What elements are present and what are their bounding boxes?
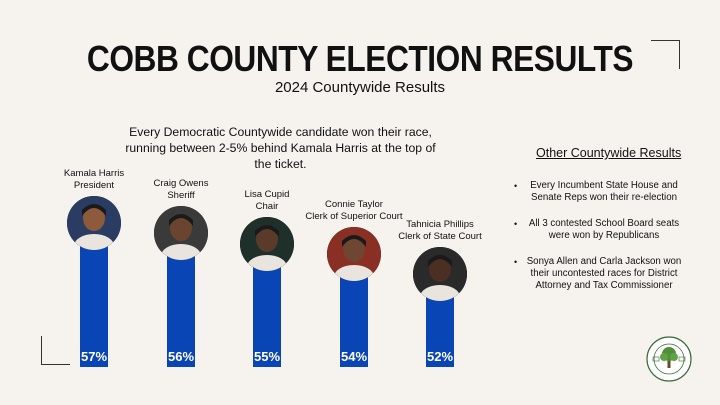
list-item-text: Every Incumbent State House and Senate R…: [530, 180, 678, 203]
candidate-role: Clerk of State Court: [398, 231, 482, 243]
bar-craig-owens: [167, 248, 195, 367]
candidate-name: Lisa Cupid: [244, 188, 290, 200]
data-label: 55%: [253, 349, 281, 364]
candidate-label: Lisa Cupid Chair: [207, 189, 327, 213]
candidate-label: Kamala Harris President: [34, 168, 154, 192]
data-label: 57%: [80, 349, 108, 364]
bullet-icon: •: [514, 219, 518, 229]
page-subtitle: 2024 Countywide Results: [274, 79, 446, 96]
candidate-label: Craig Owens Sheriff: [121, 178, 241, 202]
candidate-name: Kamala Harris: [63, 168, 125, 180]
candidate-photo: [154, 206, 208, 261]
corner-decoration-top-right: [651, 40, 680, 69]
bullet-icon: •: [514, 181, 518, 191]
candidate-label: Connie Taylor Clerk of Superior Court: [294, 199, 414, 223]
candidate-name: Connie Taylor: [325, 198, 383, 210]
list-item: • Every Incumbent State House and Senate…: [514, 180, 684, 204]
candidate-role: Clerk of Superior Court: [305, 210, 403, 222]
page-title: COBB COUNTY ELECTION RESULTS: [86, 38, 634, 79]
candidate-photo: [240, 216, 294, 271]
bar-connie-taylor: [340, 268, 368, 367]
candidate-label: Tahnicia Phillips Clerk of State Court: [380, 219, 500, 243]
candidate-photo: [413, 247, 467, 302]
candidate-photo: [327, 226, 381, 281]
candidate-photo: [67, 196, 121, 251]
candidate-role: Sheriff: [167, 190, 195, 202]
candidate-name: Craig Owens: [153, 178, 209, 190]
data-label: 56%: [167, 349, 195, 364]
data-label: 52%: [426, 349, 454, 364]
bullet-icon: •: [514, 257, 518, 267]
candidate-name: Tahnicia Phillips: [406, 219, 474, 231]
bar-kamala-harris: [80, 238, 108, 367]
list-item-text: Sonya Allen and Carla Jackson won their …: [526, 256, 682, 291]
side-panel-list: • Every Incumbent State House and Senate…: [514, 180, 684, 306]
side-panel-title: Other Countywide Results: [536, 146, 682, 160]
intro-text: Every Democratic Countywide candidate wo…: [125, 125, 436, 171]
bar-lisa-cupid: [253, 258, 281, 367]
list-item: • All 3 contested School Board seats wer…: [514, 218, 684, 242]
data-label: 54%: [340, 349, 368, 364]
corner-decoration-bottom-left: [41, 336, 70, 365]
list-item-text: All 3 contested School Board seats were …: [528, 218, 680, 241]
list-item: • Sonya Allen and Carla Jackson won thei…: [514, 256, 684, 292]
candidate-role: President: [73, 180, 115, 192]
club-logo: [646, 336, 692, 382]
bar-tahnicia-phillips: [426, 289, 454, 367]
candidate-role: Chair: [255, 200, 279, 212]
